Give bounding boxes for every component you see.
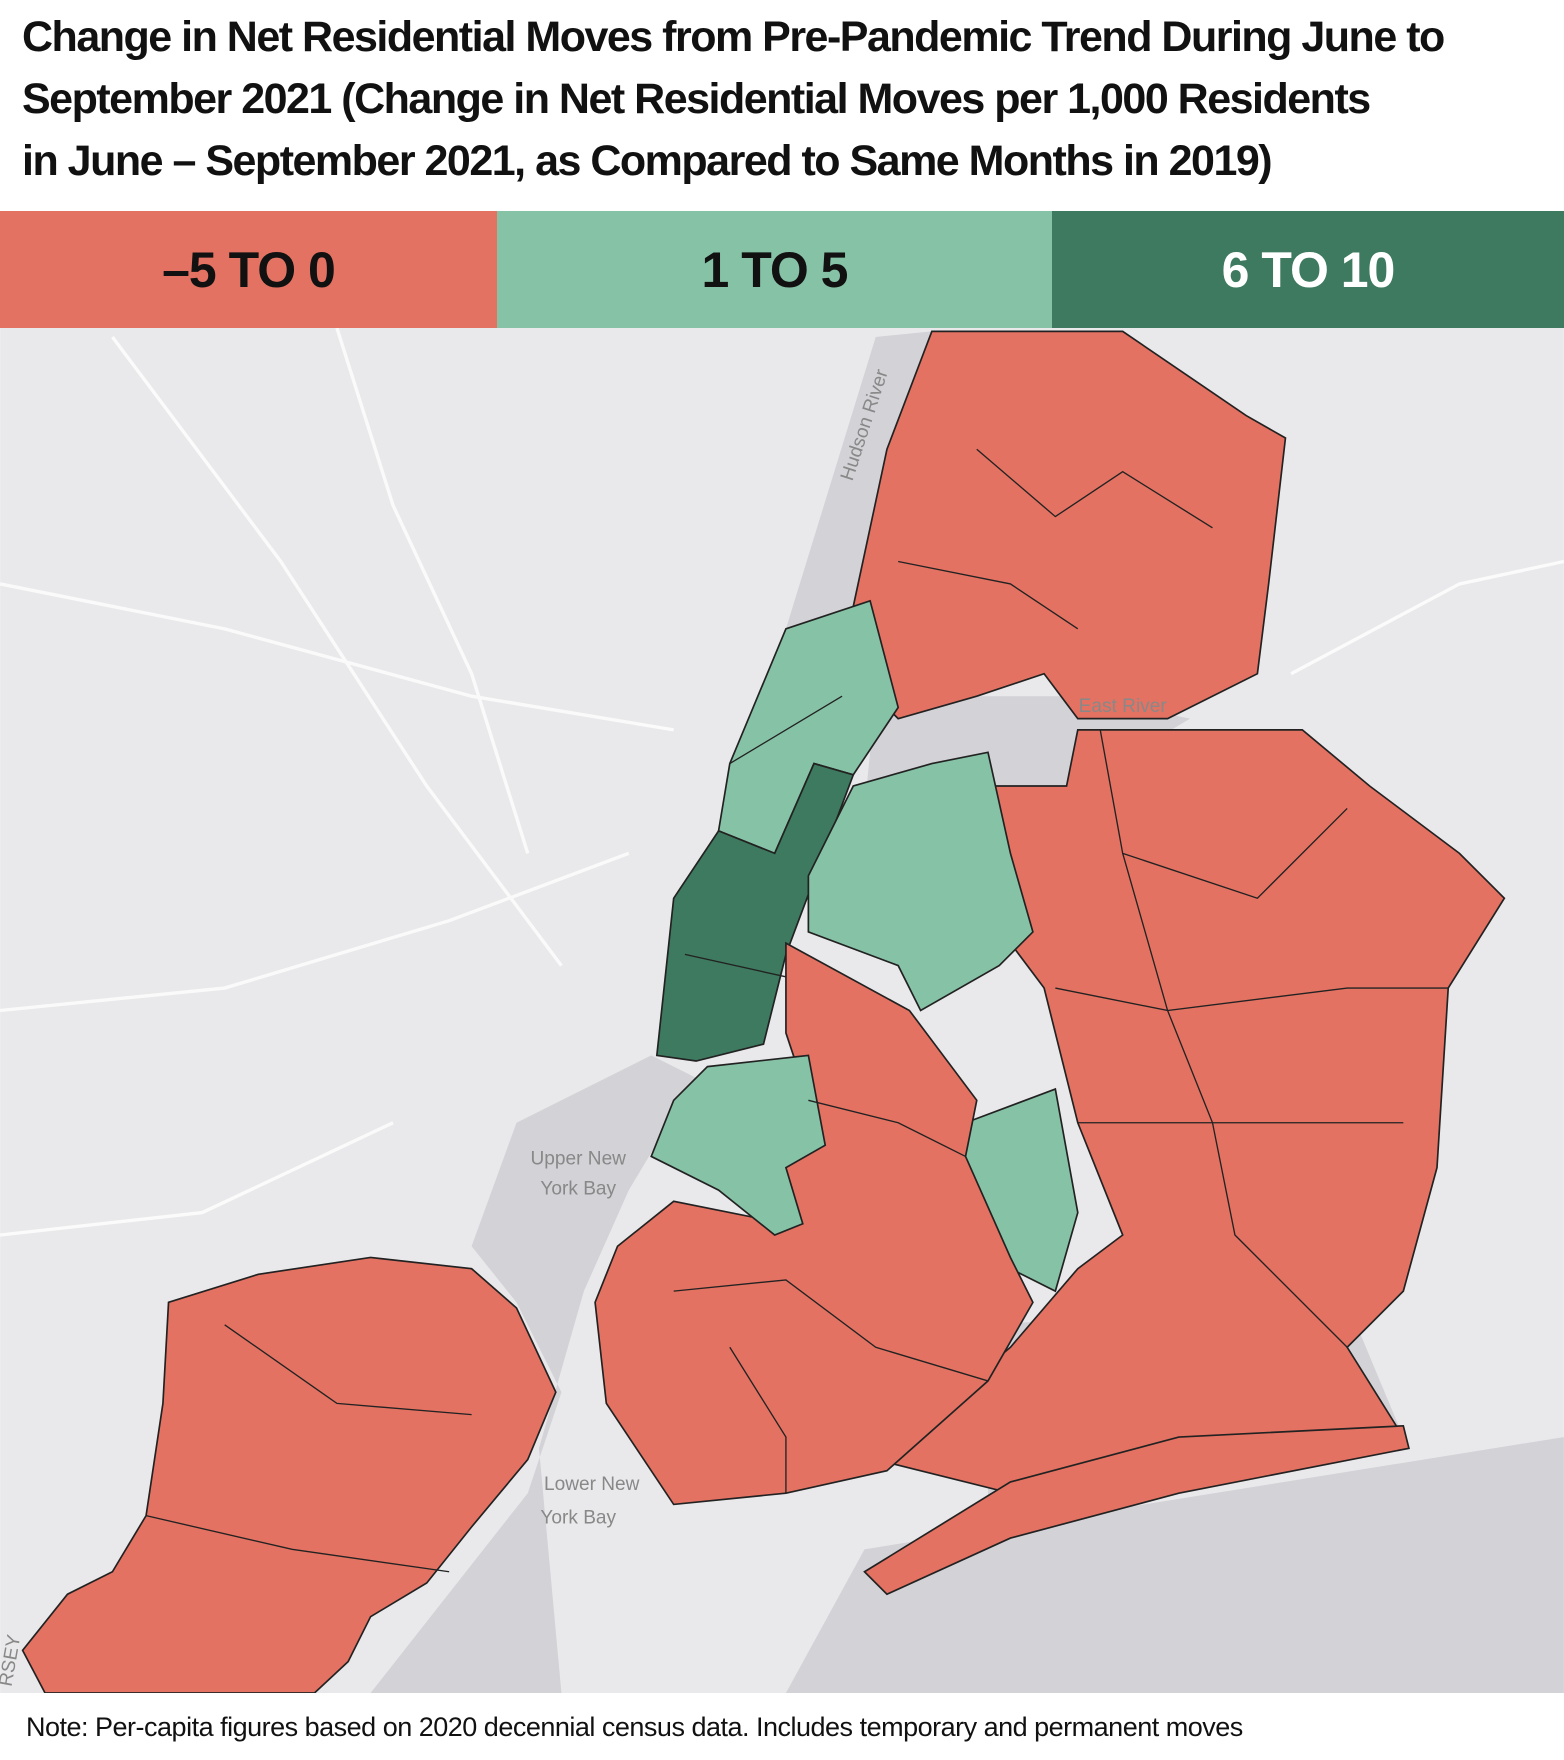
staten-island bbox=[21, 1256, 557, 1693]
northwest-brooklyn bbox=[650, 1054, 827, 1236]
note: Note: Per-capita figures based on 2020 d… bbox=[26, 1712, 1243, 1742]
map-label: York Bay bbox=[540, 1507, 616, 1528]
western-queens bbox=[807, 751, 1034, 1012]
east-river-water bbox=[864, 696, 1191, 809]
legend-label: –5 TO 0 bbox=[162, 241, 336, 298]
ocean bbox=[785, 1437, 1564, 1693]
legend-item: 1 TO 5 bbox=[497, 211, 1052, 328]
map-label: Upper New bbox=[531, 1148, 627, 1169]
roads bbox=[0, 328, 1564, 1237]
legend-item: –5 TO 0 bbox=[0, 211, 497, 328]
title-line: Change in Net Residential Moves from Pre… bbox=[22, 13, 1445, 61]
hudson-water bbox=[785, 331, 932, 629]
title-line: in June – September 2021, as Compared to… bbox=[22, 137, 1273, 185]
lower-manhattan bbox=[655, 762, 855, 1062]
legend: –5 TO 0 1 TO 5 6 TO 10 bbox=[0, 211, 1564, 328]
map-label: York Bay bbox=[540, 1179, 616, 1200]
map: Hudson River East River Upper New York B… bbox=[0, 328, 1564, 1693]
bay-water bbox=[370, 1055, 697, 1693]
legend-label: 1 TO 5 bbox=[701, 241, 849, 298]
title-line: September 2021 (Change in Net Residentia… bbox=[22, 75, 1371, 123]
districts bbox=[21, 330, 1506, 1693]
legend-item: 6 TO 10 bbox=[1052, 211, 1564, 328]
map-label: Lower New bbox=[544, 1474, 640, 1495]
map-label: East River bbox=[1079, 696, 1168, 717]
title: Change in Net Residential Moves from Pre… bbox=[22, 6, 1562, 192]
rockaway bbox=[863, 1424, 1410, 1596]
legend-label: 6 TO 10 bbox=[1221, 241, 1396, 298]
